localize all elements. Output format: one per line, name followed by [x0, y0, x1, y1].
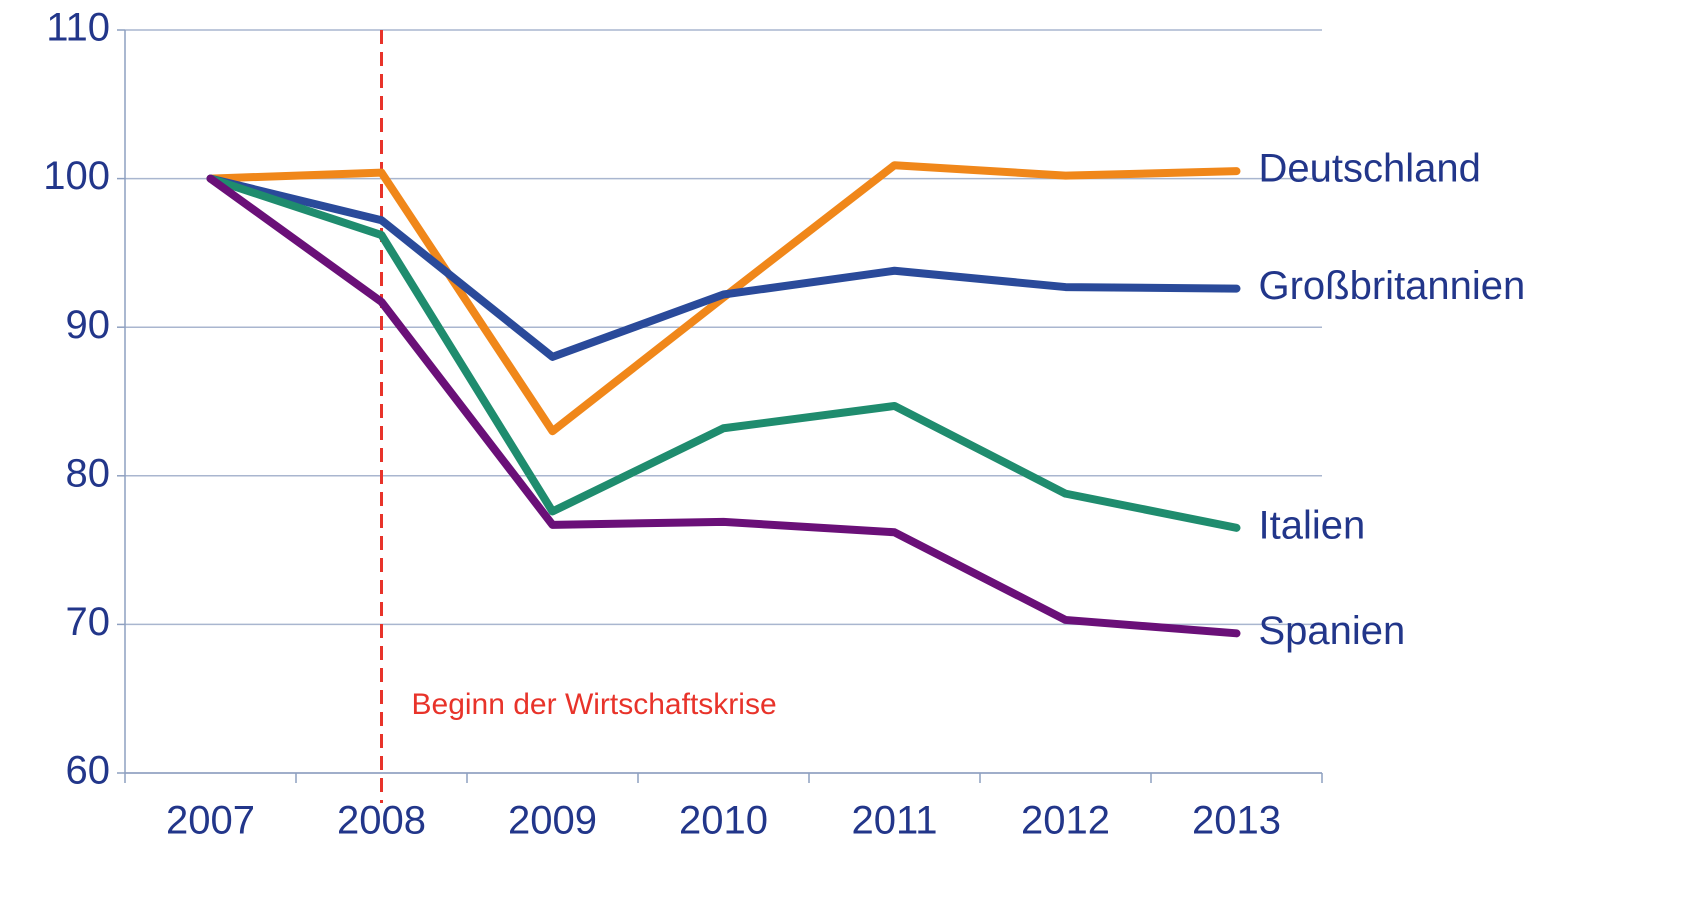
- series-label: Italien: [1259, 503, 1366, 547]
- y-tick-label: 70: [66, 600, 111, 644]
- x-tick-label: 2012: [1021, 799, 1110, 843]
- y-tick-label: 100: [43, 154, 110, 198]
- series-line: [211, 179, 1237, 634]
- x-tick-label: 2013: [1192, 799, 1281, 843]
- x-tick-label: 2007: [166, 799, 255, 843]
- page: 60 70 80 90 100 110 2007 2008 2009 2010 2011 2012 20…: [0, 0, 1682, 901]
- annotation: Beginn der Wirtschaftskrise: [412, 688, 777, 721]
- x-tick-label: 2008: [337, 799, 426, 843]
- x-tick-label: 2009: [508, 799, 597, 843]
- y-tick-label: 80: [66, 451, 111, 495]
- x-tick-label: 2011: [851, 799, 937, 843]
- series-label: Deutschland: [1259, 147, 1481, 191]
- series-label: Großbritannien: [1259, 264, 1526, 308]
- y-tick-label: 90: [66, 303, 111, 347]
- y-tick-label: 110: [46, 6, 110, 50]
- chart: 60 70 80 90 100 110 2007 2008 2009 2010 2011 2012 20…: [0, 0, 1682, 901]
- series-label: Spanien: [1259, 609, 1406, 653]
- x-tick-label: 2010: [679, 799, 768, 843]
- series-line: [211, 179, 1237, 357]
- y-tick-label: 60: [66, 749, 111, 793]
